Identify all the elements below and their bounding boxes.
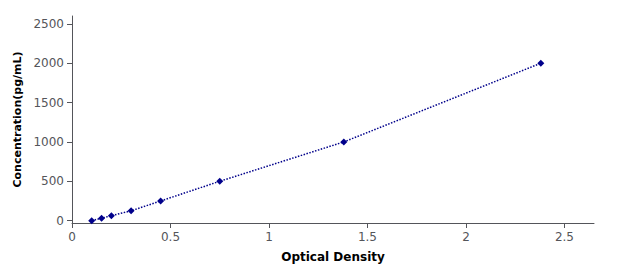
svg-text:0: 0 [68, 230, 76, 244]
svg-text:500: 500 [41, 174, 64, 188]
svg-text:1.5: 1.5 [358, 230, 377, 244]
svg-text:0: 0 [56, 214, 64, 228]
svg-text:1: 1 [265, 230, 273, 244]
svg-text:1000: 1000 [33, 135, 64, 149]
svg-text:Optical Density: Optical Density [281, 250, 385, 264]
svg-text:2.5: 2.5 [555, 230, 574, 244]
svg-text:Concentration(pg/mL): Concentration(pg/mL) [11, 51, 24, 187]
svg-text:2000: 2000 [33, 56, 64, 70]
svg-text:2: 2 [462, 230, 470, 244]
svg-text:0.5: 0.5 [161, 230, 180, 244]
svg-text:2500: 2500 [33, 17, 64, 31]
svg-text:1500: 1500 [33, 96, 64, 110]
